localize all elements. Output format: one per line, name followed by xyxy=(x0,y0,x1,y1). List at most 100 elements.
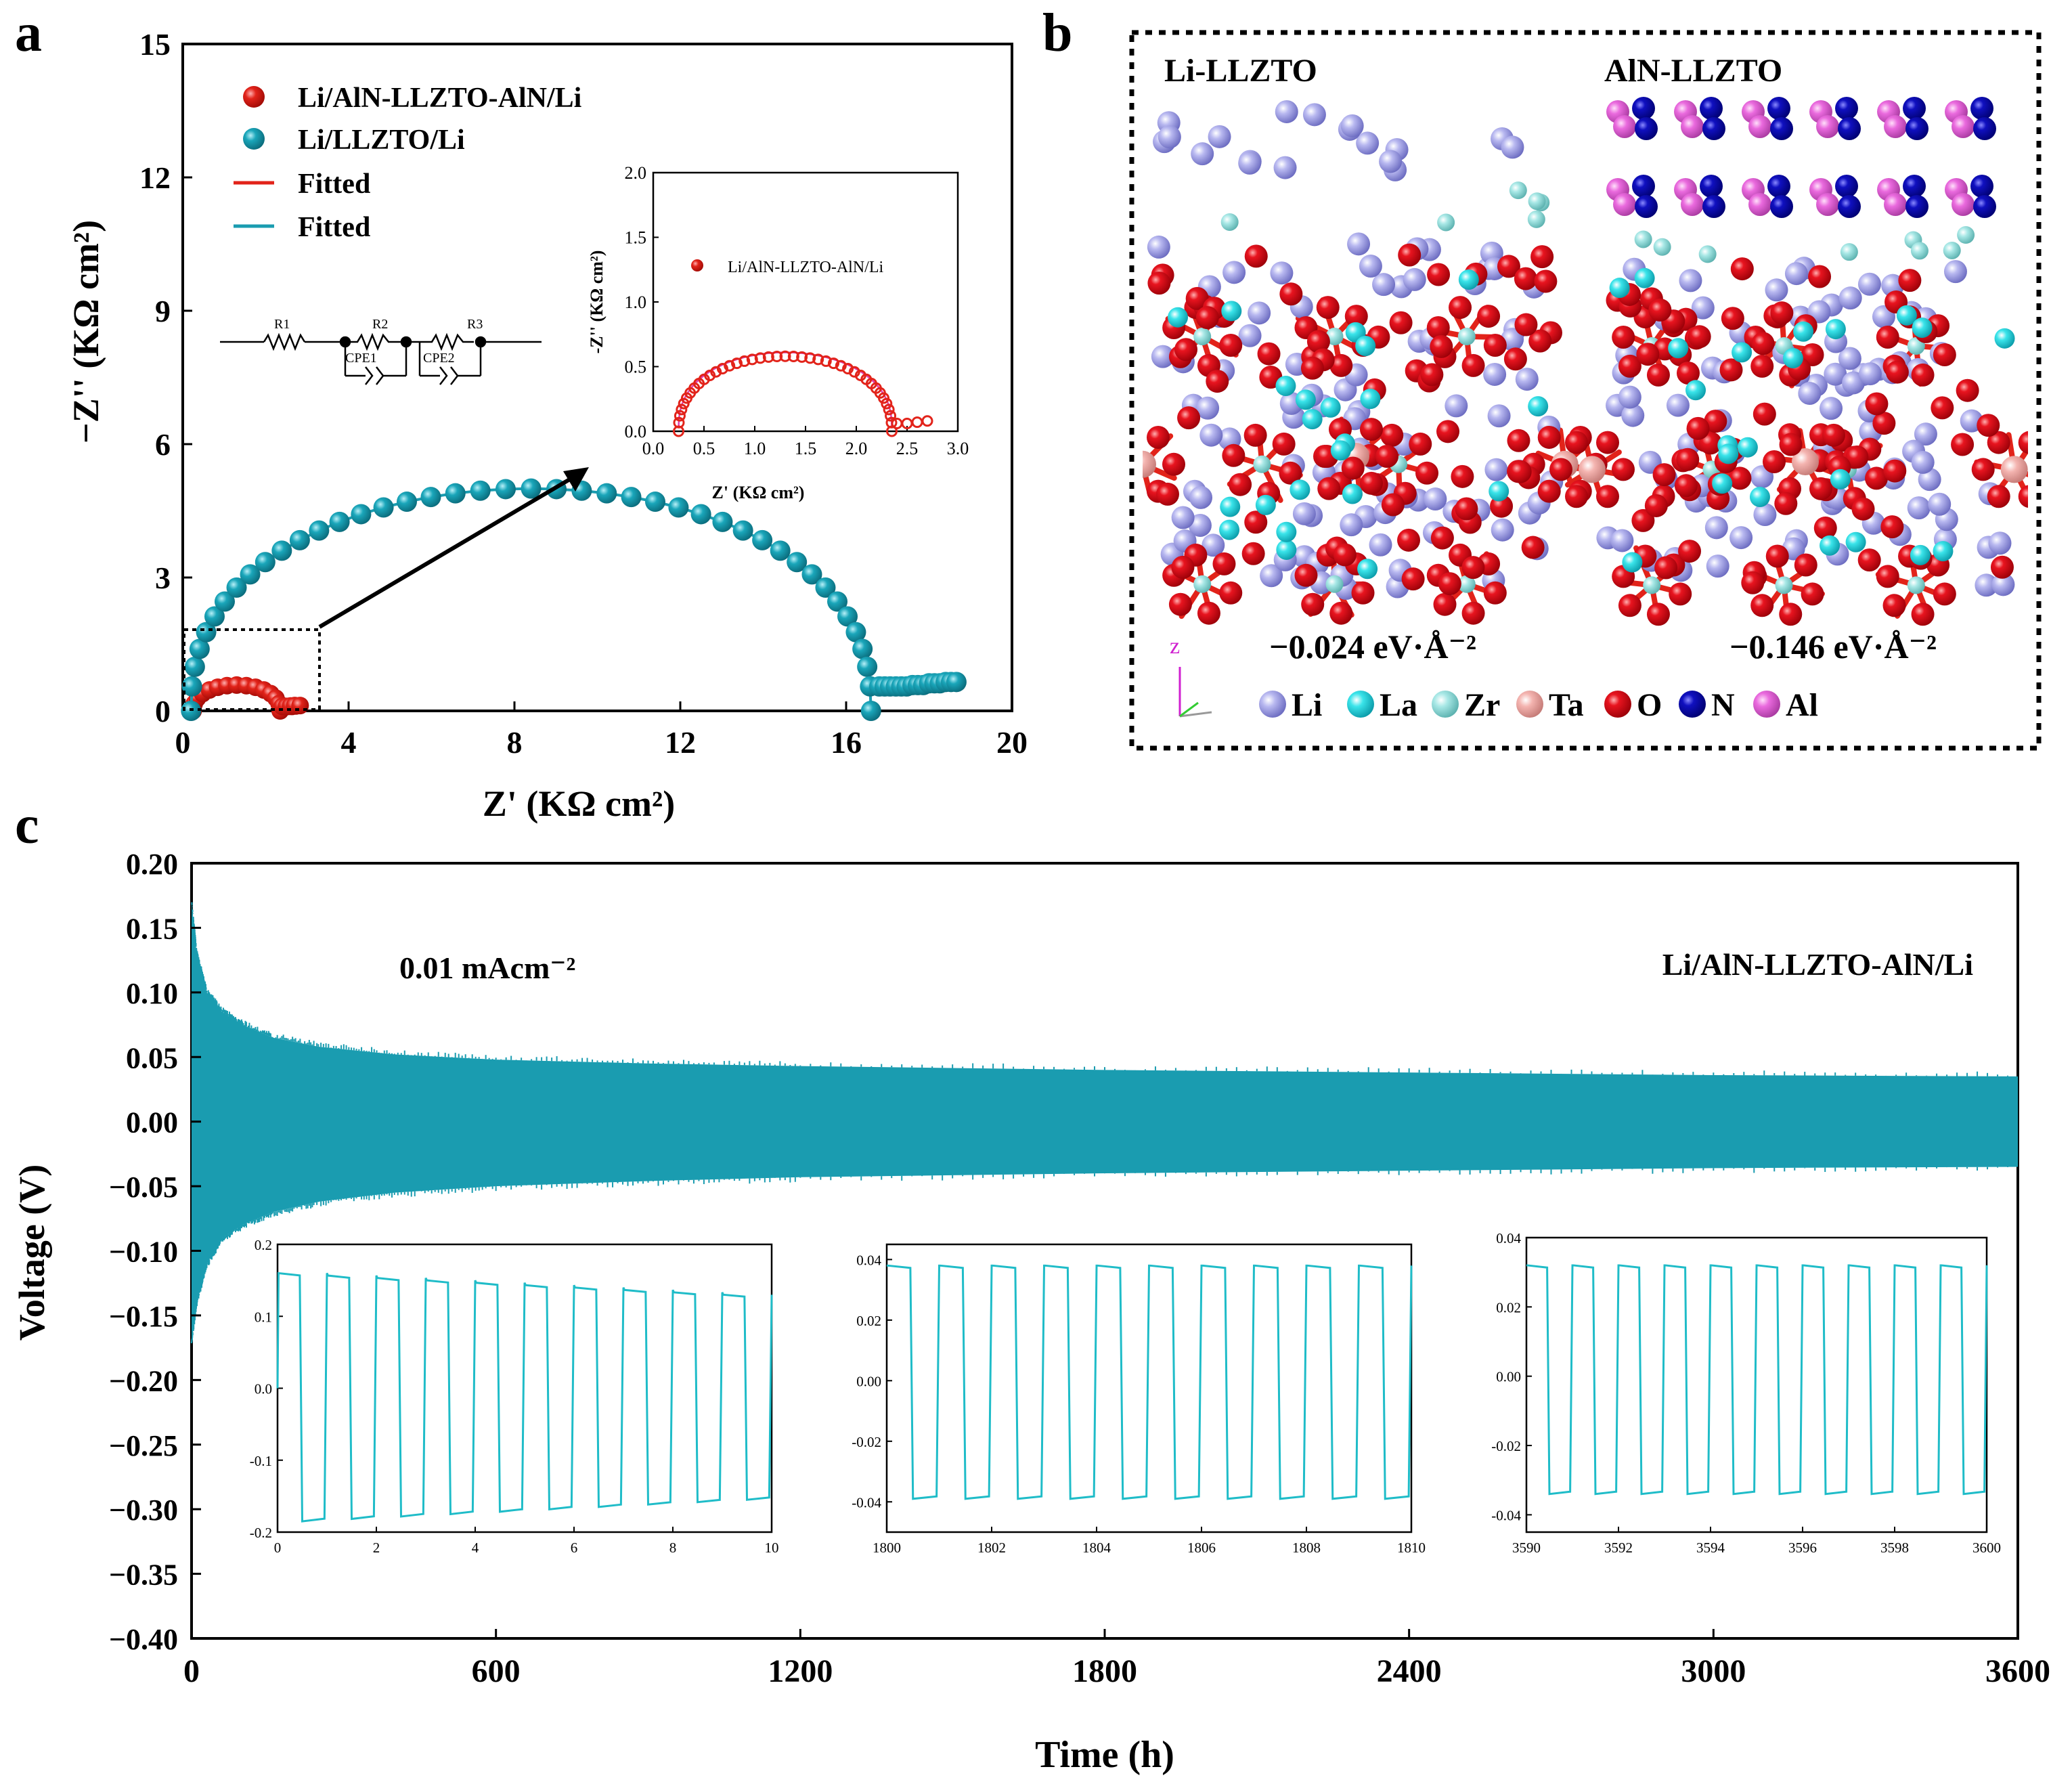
atom-o xyxy=(1669,582,1692,606)
inset-data-point xyxy=(804,352,816,364)
atom-o xyxy=(1241,542,1265,565)
atom-o xyxy=(1801,582,1824,606)
inset-y-tick-label: 1.5 xyxy=(625,228,647,248)
atom-o xyxy=(1420,363,1444,387)
atom-o xyxy=(1857,548,1881,572)
y-tick-label: −0.40 xyxy=(109,1623,178,1656)
atom-o xyxy=(1813,516,1837,540)
atom-li xyxy=(1704,516,1728,540)
zoom-arrow-head xyxy=(563,467,589,492)
x-tick-label: 0 xyxy=(175,725,191,760)
atom-la xyxy=(1330,440,1351,461)
atom-zr xyxy=(1775,576,1793,594)
atom-zr xyxy=(1634,230,1652,248)
inset-x-tick-label: 1802 xyxy=(977,1540,1006,1556)
atom-al xyxy=(1681,193,1704,216)
atom-o xyxy=(1530,245,1554,269)
inset-data-point xyxy=(787,351,799,363)
atom-la xyxy=(1357,559,1378,580)
inset-data-point xyxy=(886,425,898,437)
atom-o xyxy=(1876,565,1899,588)
atom-la xyxy=(1622,552,1643,573)
y-tick-label: 12 xyxy=(139,160,171,195)
atom-zr xyxy=(1437,213,1455,232)
atom-li xyxy=(1515,368,1539,391)
data-point xyxy=(470,480,491,501)
atom-la xyxy=(1360,389,1381,410)
x-tick-label: 8 xyxy=(507,725,523,760)
atom-o xyxy=(1514,313,1538,336)
atom-o xyxy=(1243,423,1267,447)
data-point xyxy=(852,638,873,659)
atom-zr xyxy=(1457,328,1476,345)
atom-o xyxy=(1654,556,1678,580)
zoom-region-box xyxy=(183,628,321,711)
atom-o xyxy=(1565,485,1588,508)
atom-li xyxy=(1445,394,1468,418)
atom-o xyxy=(1329,353,1353,377)
inset-data-point xyxy=(881,397,893,410)
inset-legend-label: Li/AlN-LLZTO-AlN/Li xyxy=(728,259,884,276)
atom-la xyxy=(1342,483,1363,504)
atom-la xyxy=(1458,269,1479,290)
y-tick-label: 9 xyxy=(155,294,171,328)
inset-x-tick-label: 1806 xyxy=(1187,1540,1216,1556)
atom-n xyxy=(1973,117,1996,140)
atom-n xyxy=(1767,97,1790,120)
atom-o xyxy=(1426,315,1450,339)
atom-la xyxy=(1896,305,1917,326)
atom-la xyxy=(1845,531,1866,552)
atom-o xyxy=(1596,431,1619,454)
atom-li xyxy=(1158,125,1181,149)
atom-zr xyxy=(1509,181,1527,200)
y-tick-label: 3 xyxy=(155,561,171,595)
atom-o xyxy=(1565,431,1588,454)
y-tick-label: 0.00 xyxy=(126,1106,178,1139)
inset-x-tick-label: 3590 xyxy=(1512,1540,1541,1556)
panel-a-plot-frame xyxy=(181,43,1013,712)
inset-y-tick-label: 0.00 xyxy=(1496,1369,1521,1385)
atom-o xyxy=(1885,360,1909,384)
atom-o xyxy=(1646,603,1670,626)
x-tick-label: 0 xyxy=(183,1653,200,1689)
atom-li xyxy=(1340,513,1363,537)
atom-o xyxy=(1483,581,1507,605)
atom-o xyxy=(1455,497,1478,521)
atom-n xyxy=(1838,195,1861,218)
atom-o xyxy=(1688,325,1711,349)
atom-o xyxy=(1195,306,1219,330)
data-point xyxy=(668,497,689,518)
atom-o xyxy=(1719,358,1743,382)
atom-o xyxy=(1951,433,1975,456)
inset-x-tick-label: 3598 xyxy=(1880,1540,1909,1556)
atom-o xyxy=(1116,426,1139,449)
y-tick-label: 0.20 xyxy=(126,848,178,881)
x-tick-label: 3600 xyxy=(1985,1653,2050,1689)
data-point xyxy=(827,591,848,612)
data-point xyxy=(351,504,372,525)
crystal-structures xyxy=(1116,97,2028,626)
inset-x-tick-label: 1808 xyxy=(1292,1540,1321,1556)
structure-title-left: Li-LLZTO xyxy=(1164,53,1317,89)
atom-li xyxy=(1260,564,1283,588)
inset-data-point xyxy=(754,352,766,364)
panel-a-legend: Li/AlN-LLZTO-AlN/Li Li/LLZTO/Li Fitted F… xyxy=(234,83,582,243)
inset-y-tick-label: -0.02 xyxy=(1491,1438,1521,1454)
inset-data-point xyxy=(883,404,895,416)
atom-o xyxy=(1397,528,1421,552)
atom-o xyxy=(1279,282,1303,306)
atom-o xyxy=(1508,460,1532,483)
atom-zr xyxy=(1957,226,1975,244)
atom-n xyxy=(1635,195,1658,218)
atom-la xyxy=(1634,267,1655,288)
inset-x-tick-label: 0 xyxy=(274,1540,282,1556)
panel-a-xlabel: Z' (KΩ cm²) xyxy=(483,783,675,824)
legend-atom-label: O xyxy=(1637,687,1662,723)
atom-li xyxy=(1347,232,1371,256)
atom-o xyxy=(1774,492,1798,515)
energy-left: −0.024 eV·Å⁻² xyxy=(1269,628,1476,666)
inset-x-tick-label: 3.0 xyxy=(947,439,969,458)
data-point xyxy=(644,492,665,513)
atom-li xyxy=(1302,103,1326,127)
data-point xyxy=(857,656,878,677)
